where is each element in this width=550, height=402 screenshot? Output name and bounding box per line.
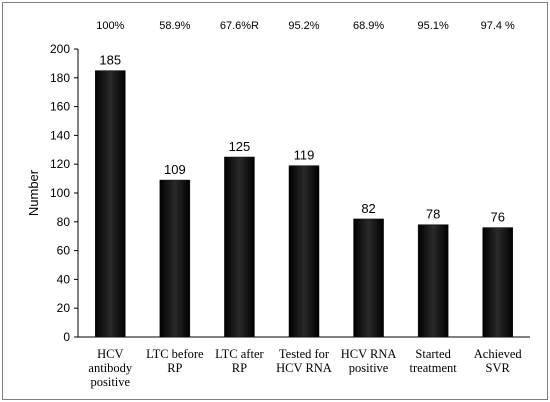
x-tick-label: HCV antibody positive [88, 347, 132, 389]
x-tick-label-line: treatment [410, 361, 458, 375]
data-label: 109 [164, 162, 186, 177]
x-tick-label-line: LTC after [215, 347, 264, 361]
x-tick-label-line: LTC before [146, 347, 204, 361]
y-tick-label: 80 [57, 215, 71, 229]
percent-label: 58.9% [159, 20, 190, 32]
bar [159, 179, 191, 338]
x-tick-label-line: antibody [88, 361, 132, 375]
y-tick-label: 40 [57, 272, 71, 286]
x-tick-label: LTC after RP [215, 347, 264, 375]
y-tick-label: 140 [50, 128, 70, 142]
y-tick-label: 160 [50, 100, 70, 114]
x-tick-label-line: HCV RNA [341, 347, 397, 361]
x-tick-label: Achieved SVR [474, 347, 523, 375]
y-tick-label: 120 [50, 157, 70, 171]
data-label: 119 [294, 148, 315, 163]
bar [95, 70, 126, 338]
x-tick-label: Tested for HCV RNA [276, 347, 332, 375]
percent-label: 100% [96, 20, 124, 32]
y-tick-label: 200 [50, 42, 70, 56]
x-tick-label-line: positive [349, 361, 389, 375]
data-label: 125 [229, 139, 251, 154]
x-tick-label: LTC before RP [146, 347, 204, 375]
y-tick-label: 180 [50, 71, 70, 85]
x-tick-label-line: RP [232, 361, 247, 375]
percent-label: 97.4 % [481, 20, 515, 32]
x-tick-label-line: Achieved [474, 347, 523, 361]
x-tick-label-line: Tested for [279, 347, 330, 361]
y-tick-label: 20 [57, 301, 71, 315]
x-tick-label: HCV RNA positive [341, 347, 397, 375]
bar [353, 218, 384, 338]
data-label: 185 [99, 53, 121, 68]
y-tick-label: 0 [63, 330, 70, 344]
data-label: 76 [490, 210, 504, 225]
bar [288, 165, 320, 338]
x-tick-label: Started treatment [410, 347, 458, 375]
percent-label: 95.2% [288, 20, 319, 32]
x-tick-label-line: SVR [486, 361, 511, 375]
x-tick-label-line: Started [415, 347, 451, 361]
y-axis-title: Number [26, 169, 41, 216]
percent-label: 67.6%R [220, 20, 259, 32]
y-tick-label: 100 [50, 186, 70, 200]
data-label: 78 [426, 207, 440, 222]
percent-label: 95.1% [418, 20, 449, 32]
x-tick-label-line: HCV [97, 347, 123, 361]
y-tick-label: 60 [57, 244, 71, 258]
x-tick-label-line: positive [90, 375, 130, 389]
x-tick-label-line: RP [167, 361, 182, 375]
bar [417, 224, 449, 338]
percent-label: 68.9% [353, 20, 384, 32]
bar [482, 227, 513, 338]
x-tick-label-line: HCV RNA [276, 361, 332, 375]
bar [224, 156, 255, 338]
data-label: 82 [361, 201, 375, 216]
